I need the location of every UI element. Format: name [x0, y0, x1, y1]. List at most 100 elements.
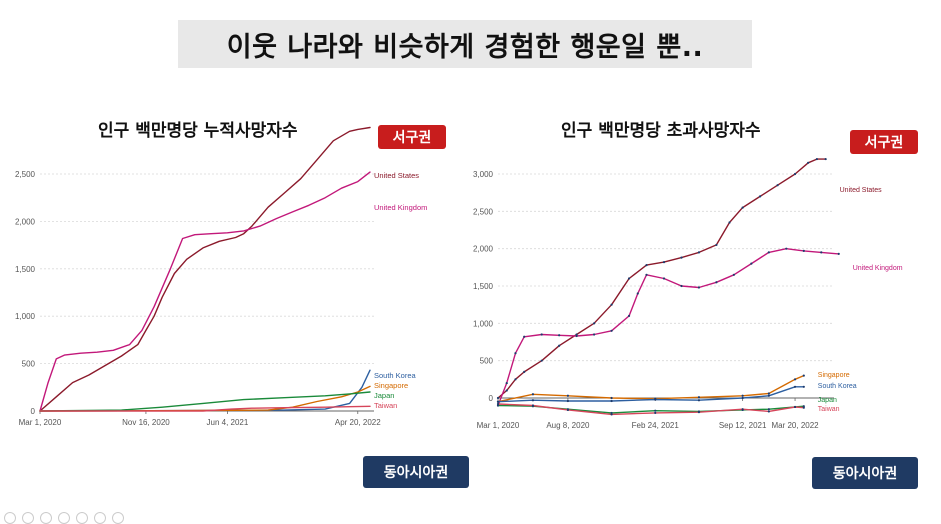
data-point [741, 206, 744, 209]
data-point [793, 385, 797, 388]
data-point [531, 404, 535, 407]
data-point [496, 396, 500, 400]
series-line-united-kingdom [39, 171, 371, 412]
y-tick-label: 2,000 [15, 217, 36, 226]
series-line-south-korea [497, 386, 805, 403]
slide-nav-dots [4, 512, 124, 524]
data-point [505, 389, 508, 392]
data-point [767, 394, 770, 397]
data-point [514, 352, 517, 355]
data-point [654, 398, 657, 401]
data-point [820, 251, 823, 254]
y-tick-label: 1,000 [15, 312, 36, 321]
data-point [593, 322, 596, 325]
y-tick-label: 500 [480, 357, 494, 366]
y-tick-label: 2,500 [15, 170, 36, 179]
nav-dot[interactable] [4, 512, 16, 524]
nav-dot[interactable] [22, 512, 34, 524]
data-point [715, 281, 718, 284]
data-point [802, 385, 805, 388]
series-line-united-states [39, 126, 371, 412]
data-point [680, 256, 683, 259]
data-point [540, 359, 543, 362]
nav-dot[interactable] [76, 512, 88, 524]
data-point [523, 335, 526, 338]
series-line-japan [39, 391, 371, 412]
x-tick-label: Feb 24, 2021 [632, 421, 680, 430]
data-point [741, 408, 744, 411]
y-tick-label: 0 [31, 407, 36, 416]
data-point [776, 184, 779, 187]
series-label: Taiwan [374, 401, 397, 410]
series-label: Singapore [818, 372, 850, 379]
data-point [793, 172, 797, 176]
data-point [566, 399, 569, 403]
data-point [531, 399, 535, 402]
nav-dot[interactable] [94, 512, 106, 524]
data-point [759, 195, 762, 198]
data-point [654, 409, 657, 412]
data-point [767, 410, 770, 413]
data-point [593, 333, 596, 336]
x-tick-label: Sep 12, 2021 [719, 421, 767, 430]
data-point [793, 378, 797, 381]
data-point [575, 334, 578, 338]
y-tick-label: 2,000 [473, 245, 494, 254]
data-point [697, 396, 701, 399]
nav-dot[interactable] [112, 512, 124, 524]
data-point [558, 334, 561, 337]
y-tick-label: 500 [22, 360, 36, 369]
data-point [785, 247, 788, 250]
y-tick-label: 1,500 [15, 265, 36, 274]
chart-title-excess: 인구 백만명당 초과사망자수 [561, 121, 761, 141]
data-point [558, 344, 561, 347]
series-label: Taiwan [818, 406, 840, 413]
nav-dot[interactable] [58, 512, 70, 524]
data-point [610, 329, 613, 332]
west-callout-left-label: 서구권 [392, 130, 432, 146]
series-line-taiwan [497, 403, 805, 416]
nav-dot[interactable] [40, 512, 52, 524]
data-point [566, 394, 569, 397]
series-line-singapore [497, 374, 805, 403]
data-point [802, 249, 805, 253]
data-point [610, 399, 613, 403]
data-point [514, 378, 517, 381]
x-tick-label: Mar 1, 2020 [19, 418, 62, 427]
series-line-united-kingdom [497, 247, 840, 407]
data-point [680, 284, 683, 288]
data-point [767, 251, 770, 254]
series-label: United Kingdom [374, 203, 427, 212]
west-callout-right: 서구권 [850, 130, 918, 154]
data-point [610, 303, 613, 306]
east-callout-left-label: 동아시아권 [383, 465, 449, 481]
east-callout-left: 동아시아권 [363, 456, 469, 488]
data-point [610, 396, 613, 400]
series-label: Japan [374, 391, 394, 400]
data-point [750, 262, 753, 265]
y-tick-label: 1,500 [473, 282, 494, 291]
data-point [697, 286, 701, 289]
data-point [793, 405, 797, 409]
data-point [662, 277, 666, 280]
data-point [697, 399, 701, 402]
series-label: Singapore [374, 381, 408, 390]
data-point [496, 402, 500, 406]
data-point [732, 273, 735, 276]
x-tick-label: Nov 16, 2020 [122, 418, 170, 427]
data-point [654, 411, 657, 415]
data-point [837, 252, 840, 255]
data-point [645, 263, 648, 267]
data-point [767, 392, 770, 395]
data-point [767, 408, 770, 411]
east-callout-right: 동아시아권 [812, 457, 918, 489]
x-tick-label: Mar 1, 2020 [477, 421, 520, 430]
data-point [496, 400, 500, 403]
data-point [728, 221, 731, 224]
data-point [627, 314, 631, 317]
x-tick-label: Mar 20, 2022 [771, 421, 819, 430]
data-point [531, 393, 535, 396]
data-point [697, 411, 701, 414]
